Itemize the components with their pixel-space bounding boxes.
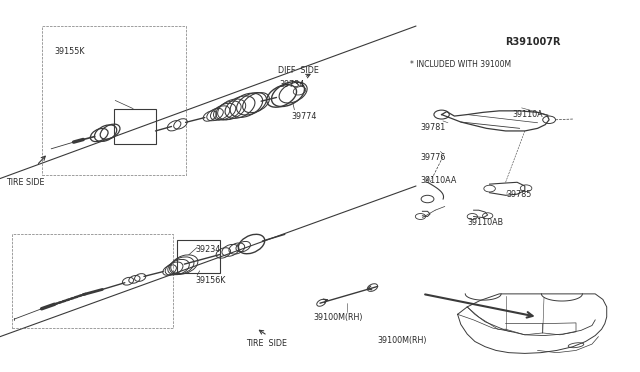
Text: TIRE SIDE: TIRE SIDE (6, 178, 45, 187)
Text: 39785: 39785 (507, 190, 532, 199)
Text: 39776: 39776 (420, 153, 446, 161)
Text: R391007R: R391007R (506, 37, 561, 47)
Text: 39774: 39774 (292, 112, 317, 121)
Bar (114, 109, 156, 144)
Text: 39110AA: 39110AA (420, 176, 457, 185)
Text: 39110A: 39110A (512, 110, 543, 119)
Text: DIFF  SIDE: DIFF SIDE (278, 66, 319, 75)
Text: TIRE  SIDE: TIRE SIDE (246, 339, 287, 347)
Text: 39234: 39234 (195, 245, 220, 254)
Text: 39734: 39734 (280, 80, 305, 89)
Text: 39110AB: 39110AB (467, 218, 503, 227)
Text: 39155K: 39155K (54, 46, 85, 55)
Text: 39781: 39781 (420, 123, 445, 132)
Text: 39100M(RH): 39100M(RH) (314, 313, 363, 322)
Text: 39156K: 39156K (195, 276, 225, 285)
Text: 39100M(RH): 39100M(RH) (378, 336, 427, 344)
Bar (177, 240, 220, 273)
Text: * INCLUDED WITH 39100M: * INCLUDED WITH 39100M (410, 60, 511, 68)
